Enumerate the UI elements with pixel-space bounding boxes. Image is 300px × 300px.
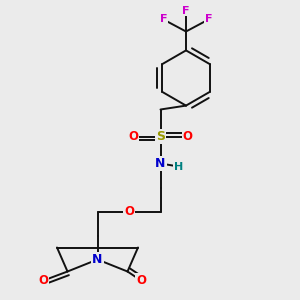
Text: F: F bbox=[182, 5, 190, 16]
Text: N: N bbox=[92, 253, 103, 266]
Text: N: N bbox=[155, 157, 166, 170]
Text: F: F bbox=[205, 14, 212, 25]
Text: O: O bbox=[124, 205, 134, 218]
Text: H: H bbox=[174, 161, 183, 172]
Text: S: S bbox=[156, 130, 165, 143]
Text: O: O bbox=[136, 274, 146, 287]
Text: O: O bbox=[38, 274, 49, 287]
Text: O: O bbox=[182, 130, 193, 143]
Text: F: F bbox=[160, 14, 167, 25]
Text: O: O bbox=[128, 130, 139, 143]
